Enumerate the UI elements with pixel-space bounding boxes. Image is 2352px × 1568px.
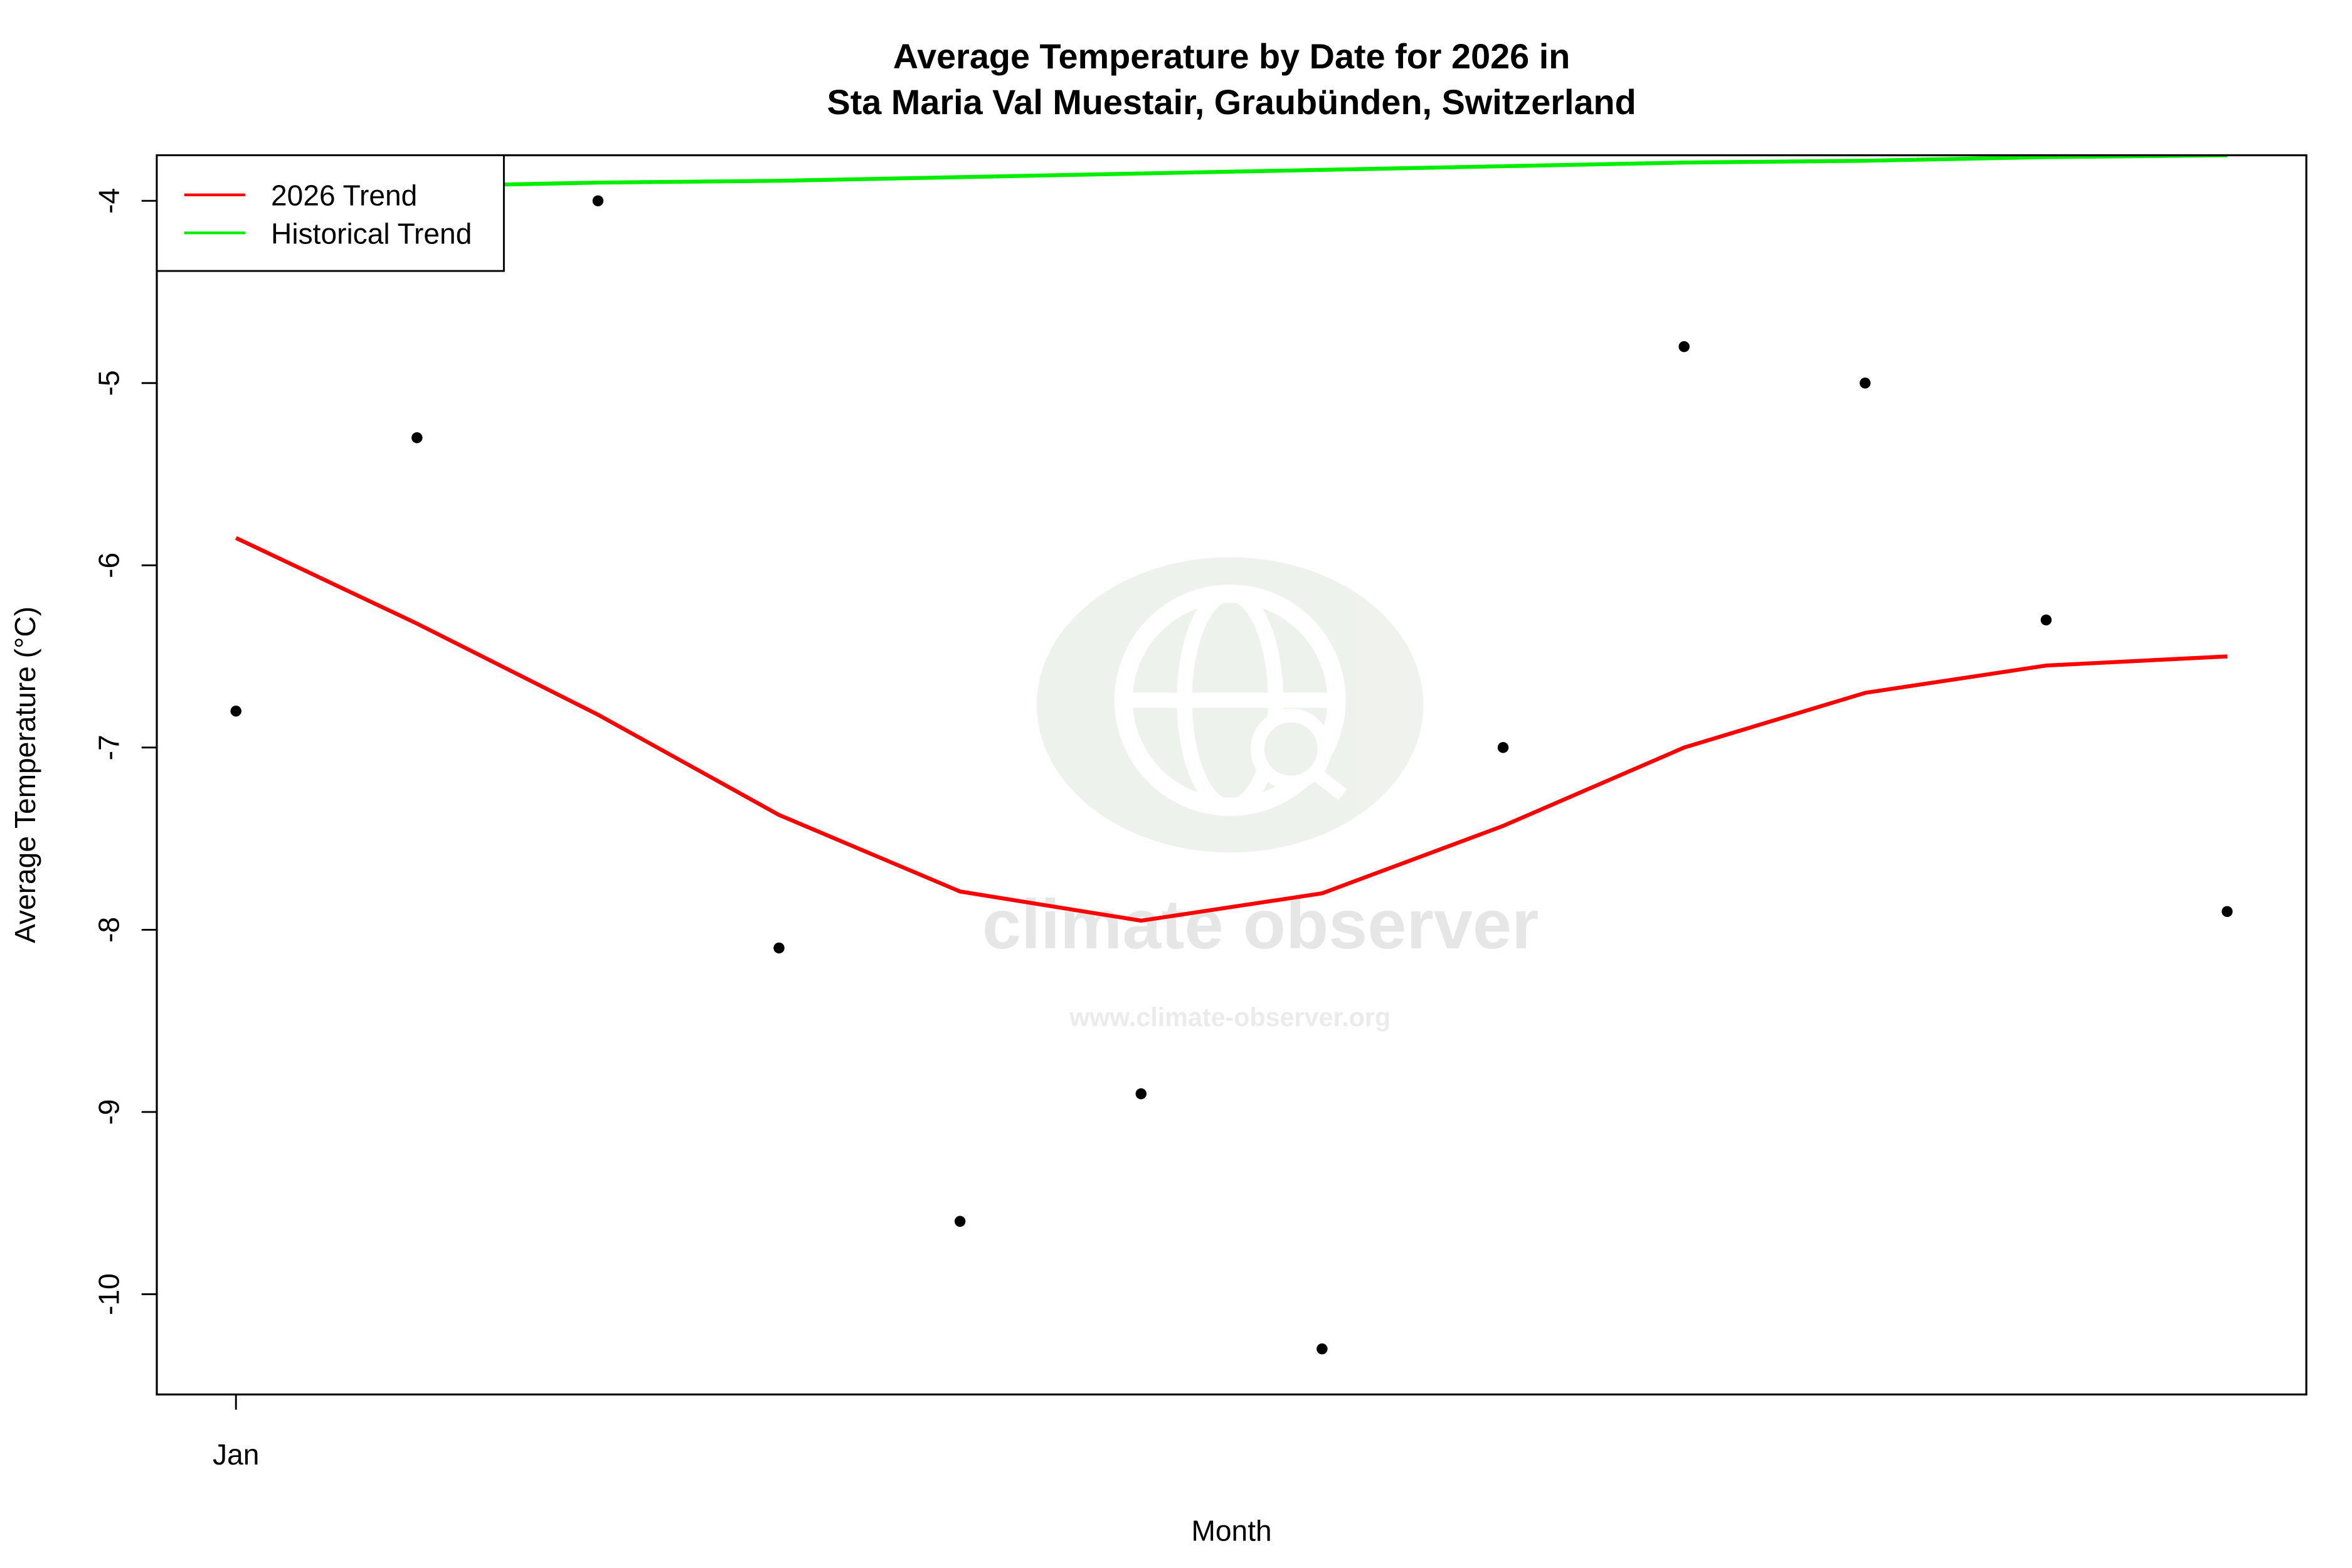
data-point: [1497, 742, 1509, 753]
data-point: [2222, 906, 2233, 918]
data-point: [2040, 614, 2052, 626]
y-tick-label: -10: [92, 1273, 125, 1315]
watermark-url: www.climate-observer.org: [1069, 1003, 1391, 1032]
data-point: [954, 1216, 966, 1227]
data-point: [592, 195, 604, 206]
data-point: [411, 432, 423, 443]
y-tick-label: -5: [92, 370, 125, 396]
plot-area: [230, 155, 2233, 1355]
watermark: climate observer www.climate-observer.or…: [982, 557, 1539, 1032]
plot-frame: [156, 154, 2307, 1396]
y-axis-label: Average Temperature (°C): [9, 607, 41, 943]
data-point: [1316, 1343, 1328, 1355]
watermark-name: climate observer: [982, 885, 1539, 963]
y-tick-label: -4: [92, 188, 125, 214]
y-tick-label: -9: [92, 1099, 125, 1125]
legend-label: 2026 Trend: [271, 179, 417, 212]
trend-line: [235, 536, 2228, 923]
legend: 2026 Trend Historical Trend: [156, 154, 505, 272]
x-tick-label: Jan: [213, 1438, 259, 1471]
watermark-lens: [1311, 768, 1347, 800]
y-tick-label: -7: [92, 734, 125, 760]
legend-box: [156, 154, 505, 272]
lines: [235, 155, 2228, 923]
data-point: [773, 942, 785, 954]
chart-title: Average Temperature by Date for 2026 in: [893, 36, 1570, 76]
trend-line: [236, 155, 2228, 191]
watermark-lens: [1250, 708, 1332, 790]
data-point: [1135, 1088, 1147, 1099]
y-tick-label: -8: [92, 917, 125, 943]
chart-subtitle: Sta Maria Val Muestair, Graubünden, Swit…: [827, 82, 1636, 122]
data-point: [1860, 378, 1871, 389]
data-point: [230, 706, 241, 717]
y-tick-label: -6: [92, 553, 125, 578]
data-point: [1678, 341, 1690, 352]
legend-label: Historical Trend: [271, 217, 472, 250]
x-axis-label: Month: [1192, 1514, 1272, 1547]
